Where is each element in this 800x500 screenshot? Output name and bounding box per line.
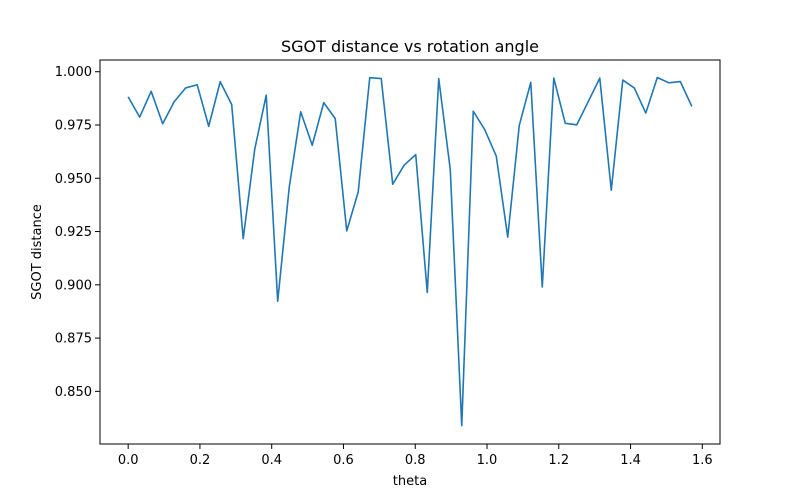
y-tick-label: 0.950 (55, 172, 92, 187)
axes-frame (99, 59, 721, 445)
y-tick-label: 0.875 (55, 332, 92, 347)
x-tick-label: 1.6 (692, 453, 713, 468)
x-tick-label: 0.8 (405, 453, 426, 468)
y-tick-label: 0.925 (55, 225, 92, 240)
x-axis-label: theta (393, 474, 427, 489)
y-tick-label: 0.900 (55, 278, 92, 293)
x-tick-label: 1.2 (548, 453, 569, 468)
y-axis-label: SGOT distance (30, 204, 45, 300)
x-tick-label: 1.4 (620, 453, 641, 468)
x-tick-label: 0.2 (190, 453, 211, 468)
chart-title: SGOT distance vs rotation angle (281, 37, 539, 56)
x-tick-label: 1.0 (477, 453, 498, 468)
x-tick-label: 0.6 (333, 453, 354, 468)
x-tick-label: 0.4 (261, 453, 282, 468)
series-line (127, 76, 693, 427)
y-tick-label: 0.850 (55, 385, 92, 400)
x-tick-label: 0.0 (118, 453, 139, 468)
x-axis: 0.0 0.2 0.4 0.6 0.8 1.0 1.2 1.4 1.6 (118, 444, 713, 468)
plot-area (127, 76, 693, 427)
y-axis: 0.850 0.875 0.900 0.925 0.950 0.975 1.000 (55, 65, 100, 400)
y-tick-label: 1.000 (55, 65, 92, 80)
y-tick-label: 0.975 (55, 118, 92, 133)
